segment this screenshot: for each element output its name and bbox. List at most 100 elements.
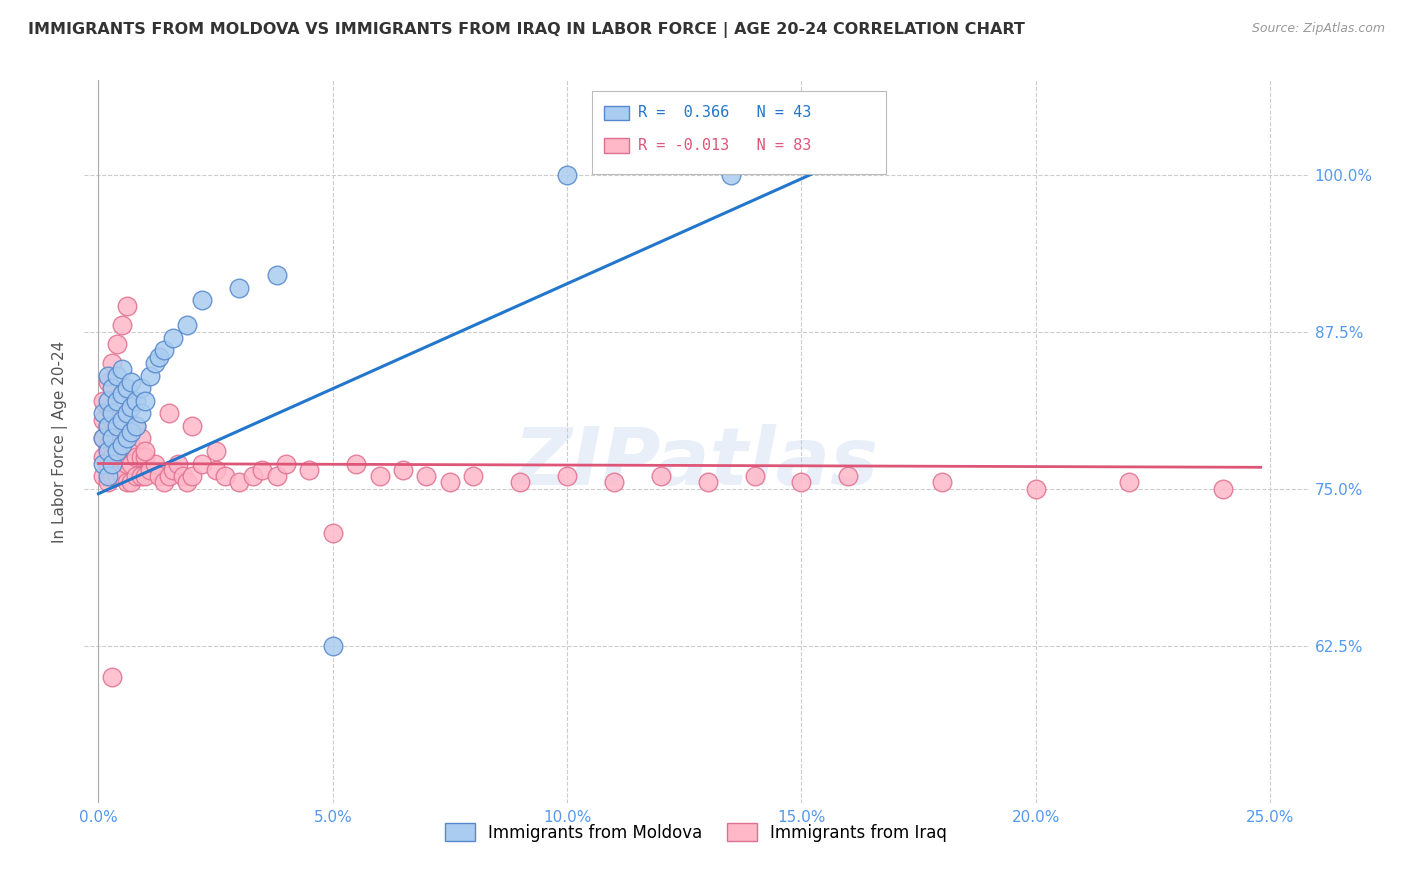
Point — [120, 438, 142, 452]
Point — [555, 168, 578, 182]
Point — [190, 293, 212, 308]
Point — [111, 318, 134, 333]
Point — [1212, 482, 1234, 496]
Point — [153, 343, 176, 358]
Point — [115, 457, 138, 471]
Point — [105, 431, 128, 445]
Point — [252, 463, 274, 477]
Point — [157, 469, 180, 483]
Point — [274, 457, 297, 471]
Point — [344, 457, 367, 471]
Point — [139, 368, 162, 383]
Point — [162, 463, 184, 477]
Point — [125, 450, 148, 465]
Point — [97, 444, 120, 458]
Point — [696, 475, 718, 490]
Point — [744, 469, 766, 483]
Point — [97, 457, 120, 471]
Point — [111, 469, 134, 483]
Point — [97, 375, 120, 389]
Point — [97, 393, 120, 408]
Point — [120, 457, 142, 471]
Point — [101, 469, 124, 483]
Point — [105, 469, 128, 483]
Point — [125, 418, 148, 433]
Point — [115, 431, 138, 445]
Point — [129, 450, 152, 465]
Point — [167, 457, 190, 471]
Point — [120, 393, 142, 408]
Point — [97, 400, 120, 414]
Point — [148, 350, 170, 364]
Point — [91, 469, 114, 483]
Point — [97, 475, 120, 490]
Point — [368, 469, 391, 483]
Point — [266, 268, 288, 282]
Point — [111, 412, 134, 426]
Point — [190, 457, 212, 471]
Point — [115, 475, 138, 490]
Point — [555, 469, 578, 483]
Point — [111, 438, 134, 452]
Point — [790, 475, 813, 490]
Point — [837, 469, 859, 483]
Point — [97, 418, 120, 433]
Point — [97, 438, 120, 452]
Point — [143, 457, 166, 471]
Point — [509, 475, 531, 490]
Point — [111, 362, 134, 376]
Point — [298, 463, 321, 477]
Point — [101, 431, 124, 445]
Point — [134, 393, 156, 408]
Text: Source: ZipAtlas.com: Source: ZipAtlas.com — [1251, 22, 1385, 36]
Point — [101, 431, 124, 445]
Point — [143, 356, 166, 370]
FancyBboxPatch shape — [592, 91, 886, 174]
Point — [129, 431, 152, 445]
Point — [101, 381, 124, 395]
Point — [650, 469, 672, 483]
Bar — [605, 138, 628, 153]
Point — [97, 469, 120, 483]
Point — [97, 418, 120, 433]
Point — [439, 475, 461, 490]
Point — [181, 469, 204, 483]
Point — [204, 444, 226, 458]
Point — [120, 425, 142, 439]
Point — [105, 393, 128, 408]
Point — [105, 444, 128, 458]
Point — [204, 463, 226, 477]
Point — [415, 469, 437, 483]
Point — [139, 463, 162, 477]
Point — [125, 393, 148, 408]
Text: ZIPatlas: ZIPatlas — [513, 425, 879, 502]
Point — [134, 444, 156, 458]
Point — [105, 412, 128, 426]
Point — [101, 356, 124, 370]
Point — [242, 469, 264, 483]
Point — [101, 457, 124, 471]
Bar — [605, 105, 628, 120]
Point — [120, 375, 142, 389]
Y-axis label: In Labor Force | Age 20-24: In Labor Force | Age 20-24 — [52, 341, 69, 542]
Point — [105, 368, 128, 383]
Point — [1025, 482, 1047, 496]
Point — [228, 475, 250, 490]
Point — [125, 418, 148, 433]
Point — [134, 469, 156, 483]
Point — [129, 406, 152, 420]
Point — [148, 469, 170, 483]
Point — [105, 450, 128, 465]
Point — [115, 406, 138, 420]
Point — [115, 381, 138, 395]
Point — [129, 381, 152, 395]
Point — [129, 469, 152, 483]
Point — [91, 412, 114, 426]
Point — [181, 418, 204, 433]
Point — [105, 418, 128, 433]
Point — [157, 406, 180, 420]
Point — [162, 331, 184, 345]
Point — [125, 469, 148, 483]
Point — [111, 431, 134, 445]
Point — [392, 463, 415, 477]
